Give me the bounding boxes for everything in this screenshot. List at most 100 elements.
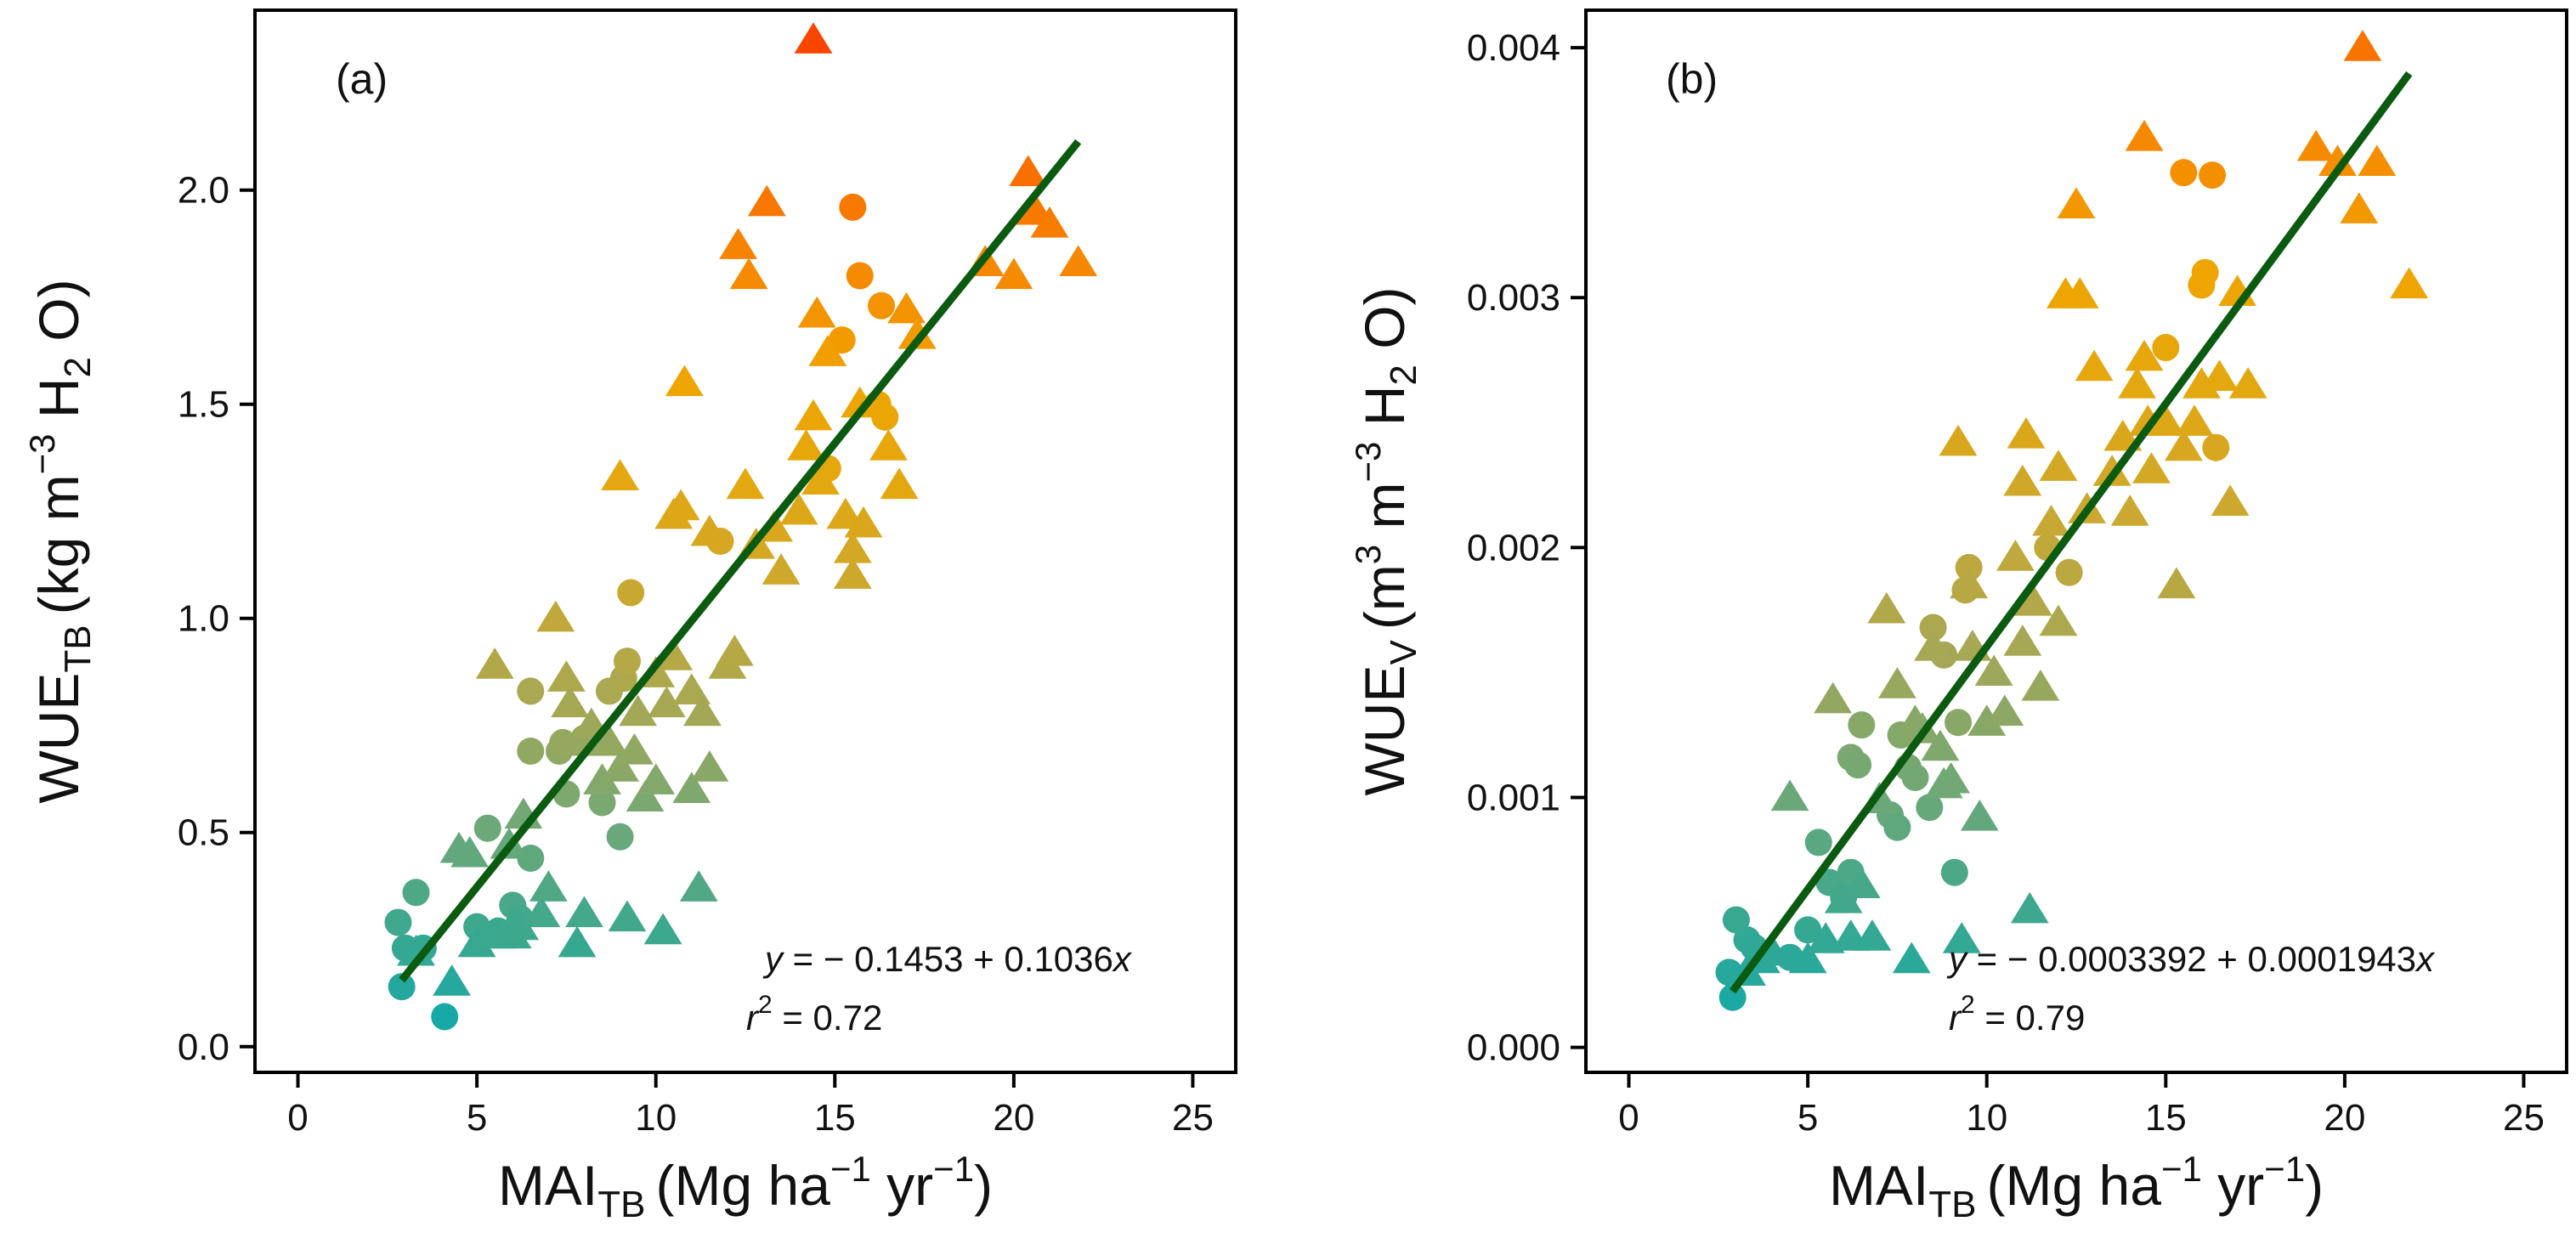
panel-b-point-triangle <box>2014 585 2052 616</box>
panel-a-point-triangle <box>794 22 833 54</box>
panel-b-point-triangle <box>1842 867 1881 899</box>
panel-b-point-triangle <box>2211 484 2250 517</box>
panel-a-point-triangle <box>643 913 682 945</box>
panel-b-x-axis-title: MAITB (Mg ha−1 yr−1) <box>1829 1149 2324 1225</box>
panel-b-point-triangle <box>2060 277 2099 308</box>
panel-b-point-circle <box>2199 161 2227 189</box>
panel-a-point-triangle <box>661 489 700 521</box>
panel-b-point-triangle <box>2296 129 2335 161</box>
panel-a-point-circle <box>473 814 501 842</box>
panel-a-y-tick-label: 0.0 <box>178 1026 229 1068</box>
panel-a-point-triangle <box>475 647 514 679</box>
panel-b-x-tick-label: 15 <box>2145 1097 2187 1139</box>
panel-b-point-triangle <box>1878 667 1916 698</box>
panel-b-point-circle <box>1945 709 1973 737</box>
panel-a-x-tick-label: 5 <box>467 1097 487 1139</box>
panel-a-point-triangle <box>529 870 568 902</box>
panel-a-point-triangle <box>536 600 575 632</box>
panel-b-y-tick-label: 0.001 <box>1467 777 1560 818</box>
panel-b-point-triangle <box>1914 630 1952 661</box>
panel-b-plot-frame <box>1584 8 2568 1074</box>
panel-a-point-triangle <box>547 660 586 692</box>
panel-b-point-circle <box>1848 711 1876 739</box>
panel-a-y-axis-title: WUETB(kg m−3 H2 O) <box>22 279 99 803</box>
panel-b-point-triangle <box>2010 891 2049 924</box>
panel-a-point-triangle <box>841 386 880 418</box>
panel-b-point-triangle <box>1942 922 1981 953</box>
panel-a-y-tick-label: 2.0 <box>178 170 229 212</box>
panel-a-point-circle <box>828 326 856 354</box>
panel-a-point-triangle <box>729 257 768 290</box>
panel-b-point-circle <box>1916 794 1944 822</box>
panel-a-point-triangle <box>551 686 590 718</box>
panel-b-point-circle <box>1940 858 1968 886</box>
panel-b-point-triangle <box>2039 450 2078 481</box>
panel-a-x-tick-label: 10 <box>635 1097 677 1139</box>
panel-b-x-tick-label: 20 <box>2324 1097 2365 1139</box>
panel-a-point-triangle <box>397 934 435 966</box>
panel-a-point-triangle <box>719 228 757 259</box>
panel-a-point-circle <box>402 879 430 907</box>
panel-a-point-triangle <box>897 318 937 349</box>
panel-b-point-circle <box>1794 916 1822 944</box>
panel-a-point-triangle <box>747 184 786 217</box>
panel-a-point-triangle <box>615 732 654 765</box>
panel-a-point-circle <box>871 403 899 431</box>
panel-b-point-circle <box>1919 614 1947 642</box>
panel-b-point-triangle <box>1770 779 1809 811</box>
panel-a-point-circle <box>846 262 874 290</box>
panel-a-equation: y = − 0.1453 + 0.1036x <box>762 939 1133 979</box>
panel-b-point-triangle <box>1814 681 1853 714</box>
panel-b-point-triangle <box>2075 349 2114 382</box>
panel-b-point-triangle <box>2021 670 2060 701</box>
panel-a-y-tick-label: 1.0 <box>178 598 229 640</box>
panel-a-point-triangle <box>672 673 711 705</box>
panel-a-point-triangle <box>880 467 919 500</box>
panel-b-y-tick-label: 0.002 <box>1467 527 1560 568</box>
panel-a-point-circle <box>614 647 642 676</box>
panel-a-points <box>384 22 1098 1031</box>
panel-b-point-triangle <box>2003 464 2042 496</box>
panel-b-point-triangle <box>2132 452 2171 483</box>
panel-a-point-triangle <box>647 686 686 718</box>
panel-a-point-circle <box>868 291 896 319</box>
panel-a-point-triangle <box>1030 206 1069 238</box>
panel-b-point-triangle <box>1932 761 1970 794</box>
panel-b-point-triangle <box>1950 567 1989 599</box>
panel-a-y-tick-label: 0.5 <box>178 812 229 854</box>
panel-b-point-triangle <box>2003 625 2042 656</box>
panel-b-point-triangle <box>2007 417 2046 449</box>
panel-a-point-triangle <box>844 506 883 538</box>
panel-b-point-triangle <box>2157 567 2196 599</box>
panel-b-point-triangle <box>2057 187 2096 219</box>
panel-b-x-tick-label: 0 <box>1618 1097 1639 1139</box>
panel-b-point-triangle <box>2146 404 2185 436</box>
panel-a-point-triangle <box>683 694 722 727</box>
panel-b-y-ticks: 0.000 0.001 0.002 0.003 0.004 <box>1467 27 1586 1069</box>
panel-a-point-triangle <box>887 291 926 324</box>
panel-a-point-triangle <box>808 335 847 366</box>
panel-b-x-tick-label: 10 <box>1966 1097 2007 1139</box>
panel-a-point-triangle <box>726 467 765 500</box>
panel-a-x-axis-title: MAITB (Mg ha−1 yr−1) <box>498 1149 993 1225</box>
panel-b-point-circle <box>1883 813 1911 841</box>
panel-b-point-circle <box>2191 258 2219 286</box>
panel-b-x-ticks: 0 5 10 15 20 25 <box>1618 1072 2545 1139</box>
panel-a-point-triangle <box>501 908 540 941</box>
panel-a-point-triangle <box>583 763 621 794</box>
panel-b-point-triangle <box>2343 30 2382 61</box>
panel-b-point-triangle <box>2390 267 2429 299</box>
panel-a-point-triangle <box>994 257 1033 290</box>
panel-a-plot-frame <box>253 8 1237 1074</box>
panel-a-point-triangle <box>690 750 729 782</box>
panel-b-label: (b) <box>1666 55 1718 103</box>
panel-b-point-triangle <box>2110 495 2149 526</box>
panel-b-point-triangle <box>2200 359 2239 391</box>
panel-b-point-triangle <box>2164 429 2203 461</box>
panel-b-y-tick-label: 0.004 <box>1467 27 1560 69</box>
panel-b-point-triangle <box>2358 144 2397 177</box>
panel-b-point-triangle <box>2318 144 2357 177</box>
panel-b-x-tick-label: 25 <box>2503 1097 2545 1139</box>
panel-a-point-triangle <box>1059 245 1098 276</box>
panel-a-point-triangle <box>761 553 801 585</box>
